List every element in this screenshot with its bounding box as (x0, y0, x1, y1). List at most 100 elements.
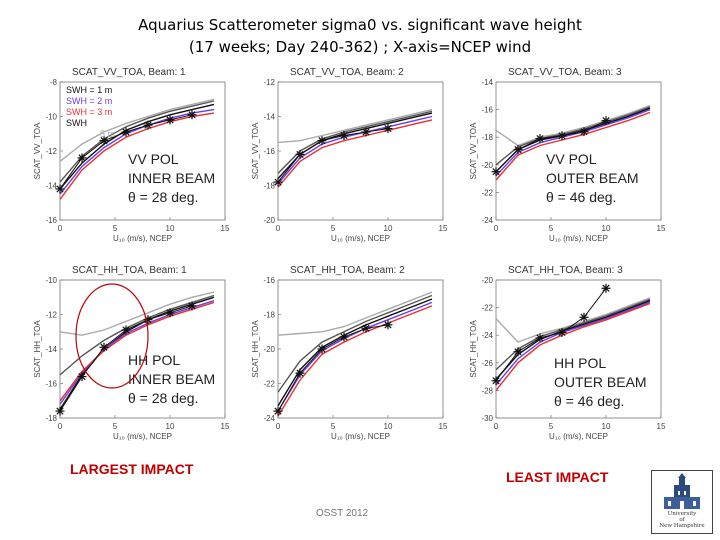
chart-hh-beam3: SCAT_HH_TOA, Beam: 3 0 5 10 15 -20 -22 -24 -26 -2… (469, 265, 666, 441)
series-line (59, 108, 215, 195)
y-tick-label: -12 (263, 78, 275, 87)
x-tick-label: 0 (58, 422, 63, 431)
star-stroke (100, 343, 108, 351)
star-stroke (558, 328, 566, 337)
star-stroke (602, 117, 610, 125)
star-stroke (100, 137, 108, 145)
series-line (495, 301, 651, 386)
chart-hh-beam1: SCAT_HH_TOA, Beam: 1 0 5 10 15 -10 -12 -14 -16 -1… (33, 265, 230, 441)
x-axis-label: U₁₀ (m/s), NCEP (113, 432, 172, 441)
observed-star-marker (361, 127, 371, 137)
star-stroke (188, 111, 196, 119)
legend-item-swh2: SWH = 2 m (66, 96, 113, 106)
annotation-vv-inner: VV POL INNER BEAM θ = 28 deg. (128, 150, 215, 207)
y-tick-label: -10 (45, 113, 57, 122)
chart-title: SCAT_HH_TOA, Beam: 1 (72, 265, 187, 276)
chart-title: SCAT_VV_TOA, Beam: 2 (290, 67, 404, 78)
observed-star-marker (339, 130, 349, 140)
x-tick-label: 5 (549, 422, 554, 431)
logo-line: New Hampshire (659, 523, 705, 529)
observed-star-marker (339, 332, 349, 342)
y-tick-label: -16 (263, 147, 275, 156)
annotation-line: VV POL (128, 151, 179, 167)
star-stroke (580, 128, 588, 136)
university-logo: University of New Hampshire (651, 470, 713, 534)
series-line (495, 297, 651, 343)
observed-star-marker (601, 116, 611, 126)
star-stroke (166, 116, 174, 124)
y-axis-label: SCAT_HH_TOA (251, 320, 260, 378)
y-tick-label: -10 (45, 276, 57, 285)
series-line (495, 108, 651, 177)
y-tick-label: -24 (481, 216, 493, 225)
series-line (495, 104, 651, 147)
y-tick-label: -18 (263, 311, 275, 320)
chart-hh-beam2: SCAT_HH_TOA, Beam: 2 0 5 10 15 -16 -18 -20 -22 -2… (251, 265, 448, 441)
series-line (277, 301, 433, 412)
chart-title: SCAT_VV_TOA, Beam: 3 (508, 67, 622, 78)
annotation-line: VV POL (546, 151, 597, 167)
x-tick-label: 0 (58, 224, 63, 233)
star-stroke (144, 121, 152, 129)
series-line (59, 291, 215, 336)
star-stroke (296, 369, 304, 377)
x-tick-label: 15 (221, 422, 230, 431)
star-stroke (514, 146, 522, 154)
observed-star-marker (121, 325, 131, 335)
y-tick-label: -12 (45, 311, 57, 320)
star-stroke (274, 178, 282, 186)
observed-star-marker (383, 124, 393, 134)
highlight-ellipse (75, 283, 149, 389)
x-axis-label: U₁₀ (m/s), NCEP (113, 234, 172, 243)
page-title-line2: (17 weeks; Day 240-362) ; X-axis=NCEP wi… (188, 38, 532, 56)
series-line (277, 298, 433, 407)
legend-item-swh4: SWH (66, 118, 87, 128)
annotation-line: OUTER BEAM (554, 374, 647, 390)
observed-star-marker (187, 301, 197, 311)
observed-star-marker (535, 134, 545, 144)
annotation-vv-outer: VV POL OUTER BEAM θ = 46 deg. (546, 150, 639, 207)
chart-title: SCAT_HH_TOA, Beam: 3 (508, 265, 623, 276)
y-tick-label: -22 (481, 304, 493, 313)
x-tick-label: 0 (494, 224, 499, 233)
logo-line: University (667, 511, 697, 517)
series-line (277, 110, 433, 174)
x-tick-label: 5 (113, 422, 118, 431)
x-axis-label: U₁₀ (m/s), NCEP (549, 432, 608, 441)
series-line (59, 103, 215, 190)
star-stroke (362, 324, 370, 332)
star-stroke (56, 185, 64, 193)
observed-star-marker (77, 372, 87, 382)
observed-star-marker (143, 120, 153, 130)
series-line (59, 112, 215, 200)
star-stroke (536, 334, 544, 342)
series-line (277, 108, 433, 144)
series-line (59, 301, 215, 402)
x-tick-label: 10 (384, 224, 393, 233)
logo-line: of (679, 517, 685, 523)
star-stroke (558, 132, 566, 140)
star-stroke (296, 150, 304, 159)
x-tick-label: 15 (439, 422, 448, 431)
plot-frame (495, 81, 662, 221)
y-tick-label: -20 (481, 276, 493, 285)
x-tick-label: 0 (494, 422, 499, 431)
series-line (277, 119, 433, 188)
observed-star-marker (491, 376, 501, 386)
y-tick-label: -26 (481, 359, 493, 368)
star-stroke (536, 134, 544, 143)
legend-item-swh5: 5 m (100, 129, 116, 139)
y-tick-label: -16 (45, 380, 57, 389)
building-icon (664, 473, 700, 509)
chart-vv-beam1: SCAT_VV_TOA, Beam: 1 0 5 10 15 -8 -10 -12 -14 -16… (33, 67, 230, 243)
y-tick-label: -20 (481, 161, 493, 170)
observed-star-marker (273, 177, 283, 187)
annotation-hh-inner: HH POL INNER BEAM θ = 28 deg. (128, 351, 215, 408)
series-line (277, 305, 433, 417)
annotation-line: θ = 46 deg. (554, 393, 625, 409)
y-axis-label: SCAT_HH_TOA (33, 320, 42, 378)
y-tick-label: -16 (481, 106, 493, 115)
star-stroke (514, 348, 522, 356)
series-line (277, 112, 433, 180)
star-stroke (340, 333, 348, 341)
